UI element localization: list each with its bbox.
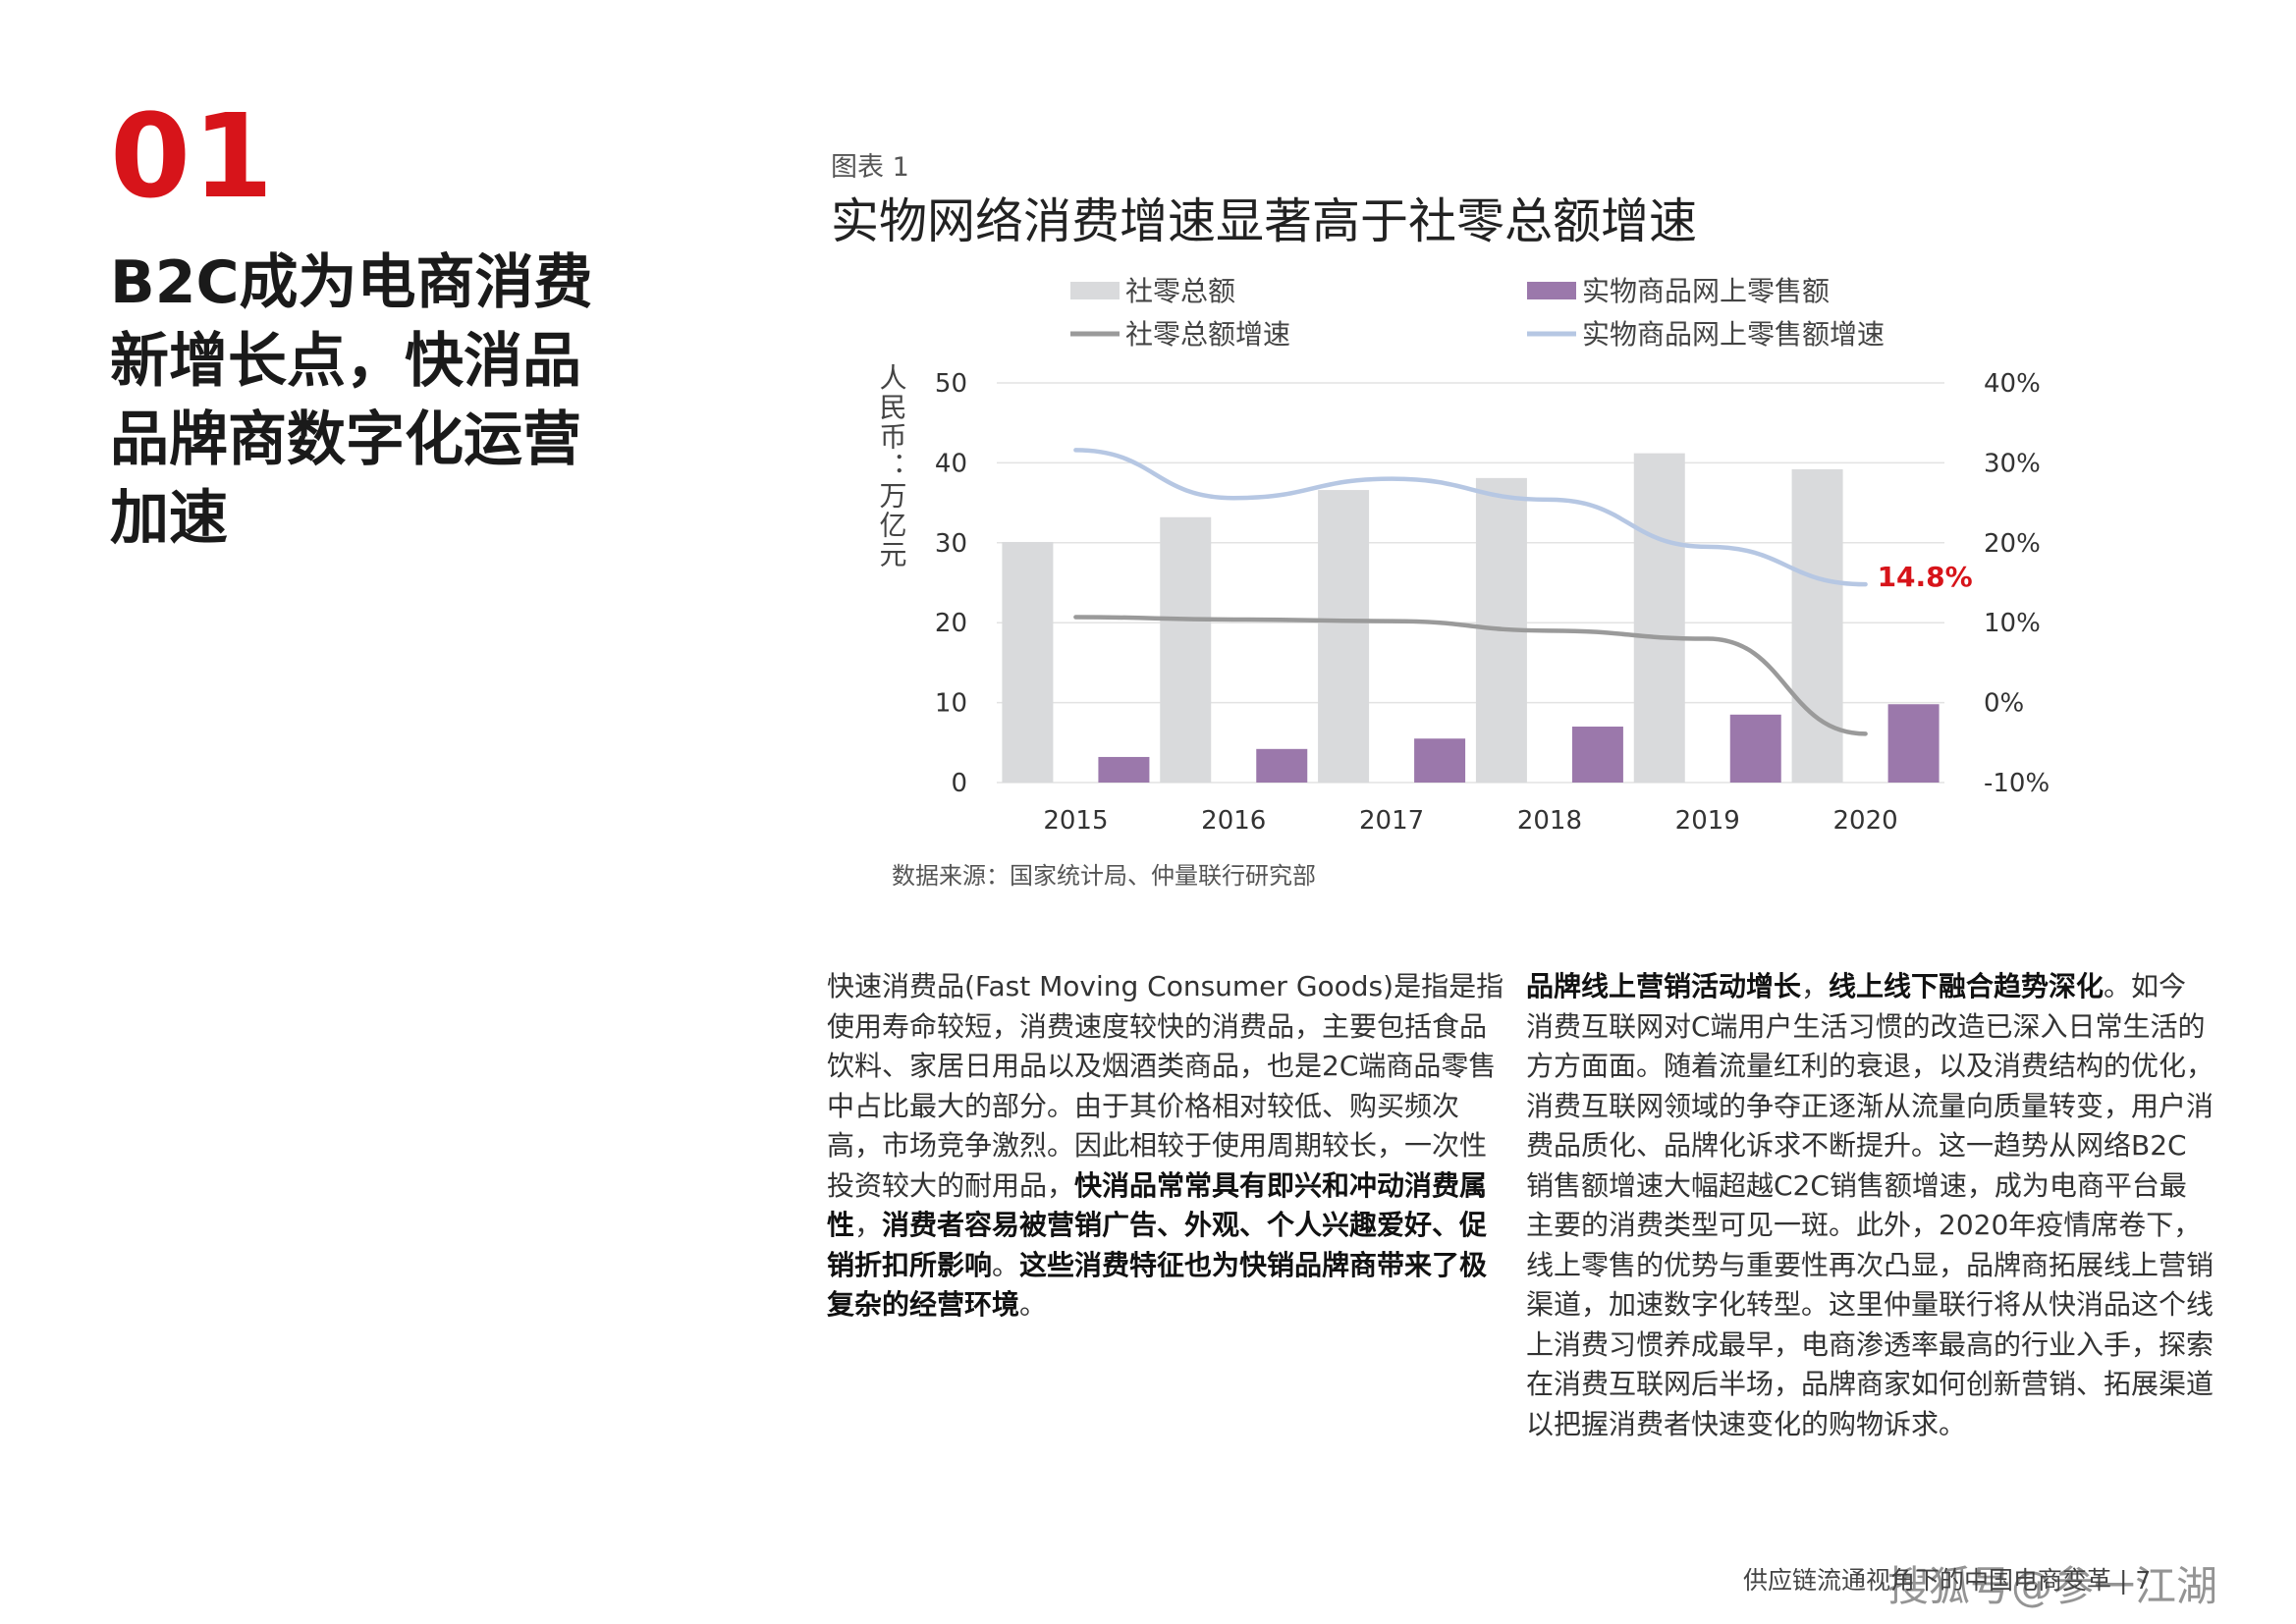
y-tick-label: 40: [935, 449, 967, 478]
y-tick-label: 10: [935, 689, 967, 719]
x-tick-label: 2020: [1832, 806, 1897, 836]
figure-label: 图表 1: [831, 152, 909, 183]
combo-chart: 0 10 20 30 40 50 -10% 0% 10% 20% 30% 40% 人民币：万亿元 14.8…: [876, 275, 2050, 836]
legend-label: 社零总额增速: [1125, 318, 1290, 351]
bar-online-retail: [1887, 704, 1940, 783]
legend-label: 社零总额: [1125, 275, 1235, 307]
y2-tick-label: 10%: [1984, 609, 2041, 638]
legend-label: 实物商品网上零售额增速: [1582, 318, 1885, 351]
body-emphasis: 消费者容易被营销广告、外观、个人兴趣爱好、促销折扣所影响: [827, 1209, 1488, 1281]
bar-total-retail: [1160, 516, 1212, 783]
bar-online-retail: [1729, 714, 1781, 783]
body-run: ，: [854, 1209, 883, 1241]
legend-swatch: [1070, 282, 1120, 299]
section-title: B2C成为电商消费新增长点，快消品品牌商数字化运营加速: [110, 248, 593, 553]
bar-total-retail: [1002, 541, 1054, 783]
y2-tick-label: 20%: [1984, 529, 2041, 559]
body-run: 。如今消费互联网对C端用户生活习惯的改造已深入日常生活的方方面面。随着流量红利的…: [1526, 970, 2214, 1440]
y-tick-label: 30: [935, 529, 967, 559]
x-tick-label: 2018: [1517, 806, 1582, 836]
body-run: ，: [1801, 970, 1830, 1002]
line-total-retail-growth: [1073, 615, 1868, 736]
body-emphasis: 品牌线上营销活动增长: [1526, 970, 1802, 1002]
figure-source: 数据来源：国家统计局、仲量联行研究部: [892, 862, 1316, 890]
y-tick-label: 50: [935, 369, 967, 399]
body-emphasis: 线上线下融合趋势深化: [1829, 970, 2105, 1002]
body-emphasis: 这些消费特征也为快销品牌商带来了极复杂的经营环境: [827, 1248, 1488, 1322]
watermark: 搜狐号@参一江湖: [1887, 1562, 2218, 1610]
body-run: 快速消费品(Fast Moving Consumer Goods)是指是指使用寿…: [827, 970, 1504, 1202]
line-online-retail-growth: [1073, 448, 1868, 587]
x-tick-label: 2019: [1675, 806, 1740, 836]
x-tick-label: 2016: [1201, 806, 1266, 836]
bar-total-retail: [1791, 468, 1843, 783]
x-tick-label: 2017: [1359, 806, 1424, 836]
y-axis-title: 人民币：万亿元: [876, 363, 908, 569]
legend-swatch: [1527, 282, 1576, 299]
x-tick-label: 2015: [1043, 806, 1108, 836]
body-run: 。: [1019, 1288, 1048, 1321]
bar-total-retail: [1318, 490, 1370, 783]
bar-online-retail: [1571, 727, 1623, 783]
y-tick-label: 0: [951, 769, 967, 798]
y-tick-label: 20: [935, 609, 967, 638]
body-run: 。: [992, 1248, 1020, 1281]
body-text-left: 快速消费品(Fast Moving Consumer Goods)是指是指使用寿…: [827, 967, 1504, 1326]
y2-tick-label: 40%: [1984, 369, 2041, 399]
bar-online-retail: [1414, 738, 1466, 783]
page-footer: 供应链流通视角下的中国电商变革 | 7: [1743, 1566, 2152, 1595]
body-emphasis: 快消品常常具有即兴和冲动消费属性: [827, 1168, 1488, 1242]
figure-title: 实物网络消费增速显著高于社零总额增速: [831, 193, 1698, 249]
body-text-right: 品牌线上营销活动增长，线上线下融合趋势深化。如今消费互联网对C端用户生活习惯的改…: [1526, 967, 2214, 1444]
data-label-2020: 14.8%: [1878, 561, 1973, 593]
y2-tick-label: 30%: [1984, 449, 2041, 478]
section-number: 01: [110, 88, 276, 224]
bar-total-retail: [1633, 453, 1685, 783]
bar-online-retail: [1256, 748, 1308, 783]
legend-label: 实物商品网上零售额: [1582, 275, 1830, 307]
y2-tick-label: -10%: [1984, 769, 2050, 798]
bar-online-retail: [1098, 756, 1150, 783]
y2-tick-label: 0%: [1984, 689, 2024, 719]
